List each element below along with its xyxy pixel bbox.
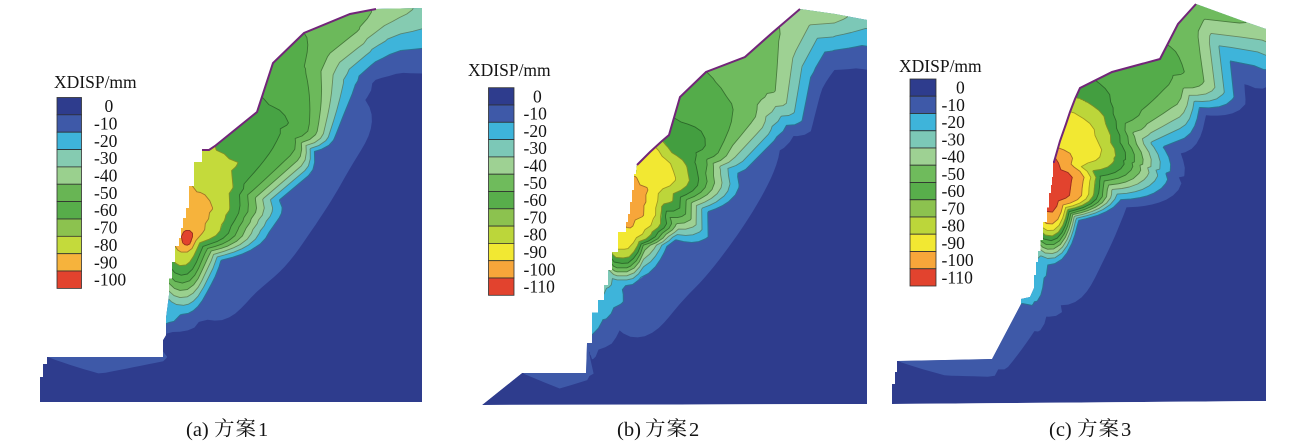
svg-text:-60: -60 [942, 181, 966, 201]
svg-text:-20: -20 [94, 131, 118, 151]
svg-text:-60: -60 [524, 190, 548, 210]
svg-text:-50: -50 [94, 183, 118, 203]
svg-text:-10: -10 [524, 104, 548, 124]
svg-text:-30: -30 [942, 129, 966, 149]
svg-text:-70: -70 [524, 207, 548, 227]
svg-text:-100: -100 [524, 259, 556, 279]
svg-text:XDISP/mm: XDISP/mm [468, 60, 551, 80]
svg-text:-30: -30 [94, 148, 118, 168]
svg-text:-40: -40 [524, 156, 548, 176]
svg-text:2: 2 [689, 419, 699, 441]
svg-text:-40: -40 [942, 147, 966, 167]
svg-text:-100: -100 [942, 250, 974, 270]
svg-text:-10: -10 [942, 95, 966, 115]
svg-text:-90: -90 [94, 252, 118, 272]
svg-text:0: 0 [956, 78, 965, 98]
svg-text:(a): (a) [186, 419, 209, 441]
svg-text:-80: -80 [94, 235, 118, 255]
svg-text:-40: -40 [94, 166, 118, 186]
svg-text:-70: -70 [942, 198, 966, 218]
svg-text:-60: -60 [94, 200, 118, 220]
svg-text:3: 3 [1121, 419, 1131, 441]
svg-text:-20: -20 [942, 112, 966, 132]
svg-text:-50: -50 [524, 173, 548, 193]
svg-text:-110: -110 [524, 277, 556, 297]
svg-text:-80: -80 [524, 225, 548, 245]
svg-text:0: 0 [533, 86, 542, 106]
svg-text:-70: -70 [94, 218, 118, 238]
svg-text:-10: -10 [94, 114, 118, 134]
svg-text:-50: -50 [942, 164, 966, 184]
svg-text:(b): (b) [617, 419, 641, 441]
svg-text:-90: -90 [524, 242, 548, 262]
svg-text:-20: -20 [524, 121, 548, 141]
svg-text:-110: -110 [942, 267, 974, 287]
svg-text:XDISP/mm: XDISP/mm [899, 56, 982, 76]
svg-text:XDISP/mm: XDISP/mm [54, 72, 137, 92]
svg-text:-100: -100 [94, 270, 126, 290]
svg-text:-30: -30 [524, 138, 548, 158]
svg-text:(c): (c) [1049, 419, 1072, 441]
svg-text:0: 0 [105, 96, 114, 116]
svg-text:-90: -90 [942, 233, 966, 253]
svg-text:1: 1 [258, 419, 268, 441]
svg-text:-80: -80 [942, 216, 966, 236]
